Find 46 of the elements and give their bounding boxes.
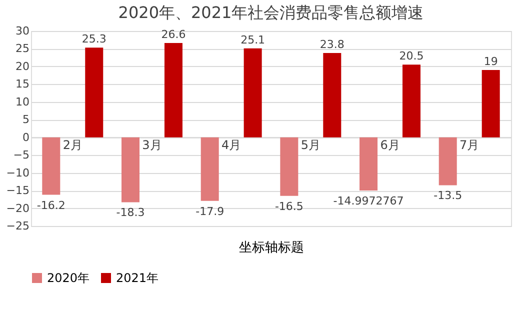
- y-tick-label: 30: [16, 24, 30, 38]
- bar: [85, 48, 104, 138]
- legend-label: 2020年: [47, 271, 90, 285]
- bar: [280, 137, 298, 196]
- y-tick-label: 15: [16, 78, 30, 91]
- x-tick-label: 7月: [460, 138, 480, 152]
- bar: [200, 137, 219, 201]
- bar: [438, 137, 457, 186]
- y-tick-label: −15: [6, 184, 30, 198]
- bar: [244, 48, 262, 138]
- data-label: -17.9: [196, 204, 224, 218]
- y-tick-label: 5: [22, 113, 30, 126]
- y-tick-label: 20: [16, 60, 30, 73]
- data-label: -18.3: [116, 206, 145, 220]
- x-tick-label: 2月: [62, 138, 82, 152]
- legend-label: 2021年: [116, 271, 159, 285]
- y-tick-label: 0: [22, 130, 30, 144]
- data-label: 26.6: [161, 28, 186, 42]
- bar: [402, 64, 420, 138]
- data-label: 19: [484, 55, 498, 68]
- data-label: 25.1: [240, 33, 266, 46]
- data-label: 25.3: [82, 32, 106, 46]
- y-tick-label: −25: [6, 220, 30, 232]
- y-tick-label: −20: [6, 202, 30, 215]
- data-label: -14.9972767: [333, 194, 404, 208]
- x-tick-label: 3月: [142, 138, 162, 152]
- data-label: 23.8: [320, 38, 344, 51]
- bar: [323, 52, 342, 138]
- x-tick-label: 5月: [300, 138, 320, 152]
- y-tick-label: −10: [6, 166, 30, 180]
- bar: [122, 137, 140, 202]
- x-tick-label: 4月: [222, 138, 242, 152]
- y-tick-label: 25: [16, 42, 30, 56]
- bar: [482, 70, 500, 138]
- data-label: -13.5: [434, 189, 462, 202]
- data-label: 20.5: [399, 50, 424, 63]
- y-tick-label: −5: [13, 148, 30, 162]
- x-axis-title: 坐标轴标题: [239, 240, 304, 256]
- bar: [164, 43, 182, 138]
- bar: [42, 137, 60, 195]
- y-tick-label: 10: [16, 95, 30, 108]
- data-label: -16.2: [36, 198, 66, 212]
- x-tick-label: 6月: [380, 138, 400, 152]
- data-label: -16.5: [274, 200, 304, 213]
- bar: [360, 137, 378, 191]
- chart-title: 2020年、2021年社会消费品零售总额增速: [118, 3, 424, 22]
